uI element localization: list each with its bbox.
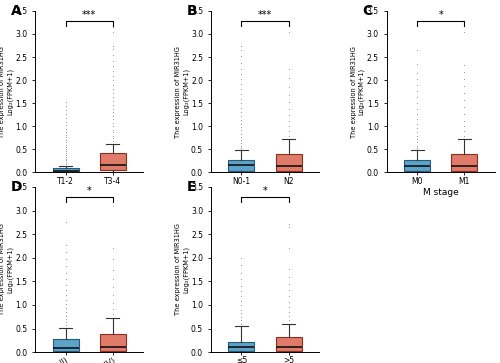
Text: B: B [187, 4, 198, 19]
PathPatch shape [276, 337, 301, 351]
X-axis label: N stage: N stage [248, 188, 282, 197]
Text: A: A [11, 4, 22, 19]
PathPatch shape [100, 153, 126, 170]
PathPatch shape [52, 339, 78, 351]
X-axis label: M stage: M stage [423, 188, 458, 197]
X-axis label: T stage: T stage [72, 188, 106, 197]
Text: *: * [438, 10, 443, 20]
Text: *: * [262, 186, 268, 196]
Text: *: * [87, 186, 92, 196]
Y-axis label: The expression of MIR31HG
Log₂(FPKM+1): The expression of MIR31HG Log₂(FPKM+1) [350, 46, 364, 138]
Y-axis label: The expression of MIR31HG
Log₂(FPKM+1): The expression of MIR31HG Log₂(FPKM+1) [175, 46, 189, 138]
Y-axis label: The expression of MIR31HG
Log₂(FPKM+1): The expression of MIR31HG Log₂(FPKM+1) [0, 224, 13, 315]
PathPatch shape [404, 160, 430, 171]
PathPatch shape [100, 334, 126, 351]
Text: ***: *** [82, 10, 96, 20]
Y-axis label: The expression of MIR31HG
Log₂(FPKM+1): The expression of MIR31HG Log₂(FPKM+1) [175, 224, 189, 315]
Y-axis label: The expression of MIR31HG
Log₂(FPKM+1): The expression of MIR31HG Log₂(FPKM+1) [0, 46, 13, 138]
Text: C: C [362, 4, 373, 19]
PathPatch shape [276, 154, 301, 171]
Text: E: E [187, 180, 196, 194]
PathPatch shape [452, 154, 477, 171]
PathPatch shape [228, 160, 254, 171]
Text: D: D [11, 180, 22, 194]
PathPatch shape [52, 168, 78, 172]
Text: ***: *** [258, 10, 272, 20]
PathPatch shape [228, 342, 254, 351]
